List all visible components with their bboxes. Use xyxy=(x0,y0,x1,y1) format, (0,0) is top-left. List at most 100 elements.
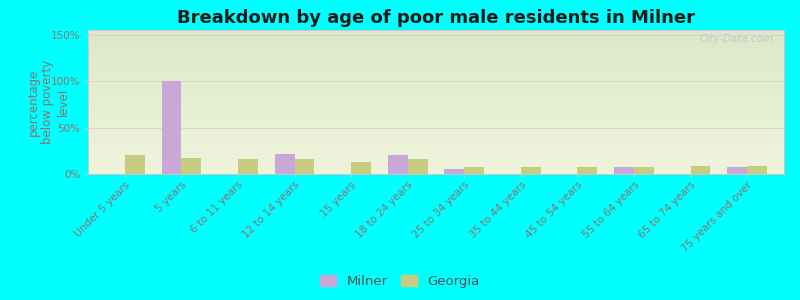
Bar xyxy=(88,100,784,102)
Bar xyxy=(274,154,294,174)
Bar xyxy=(88,72,784,73)
Bar xyxy=(88,171,784,172)
Bar xyxy=(88,47,784,49)
Bar xyxy=(88,119,784,121)
Title: Breakdown by age of poor male residents in Milner: Breakdown by age of poor male residents … xyxy=(177,9,695,27)
Bar xyxy=(238,159,258,174)
Bar xyxy=(88,79,784,80)
Bar xyxy=(88,132,784,134)
Bar xyxy=(88,92,784,93)
Bar xyxy=(88,32,784,33)
Bar xyxy=(88,63,784,64)
Bar xyxy=(88,128,784,129)
Bar xyxy=(88,69,784,70)
Bar xyxy=(464,167,484,174)
Bar xyxy=(88,113,784,115)
Bar xyxy=(690,166,710,174)
Bar xyxy=(88,34,784,36)
Bar xyxy=(521,167,541,174)
Bar xyxy=(88,73,784,75)
Bar xyxy=(88,95,784,96)
Bar xyxy=(88,59,784,60)
Bar xyxy=(88,127,784,128)
Bar xyxy=(88,167,784,168)
Bar xyxy=(88,98,784,99)
Bar xyxy=(88,86,784,88)
Bar xyxy=(88,39,784,40)
Bar xyxy=(88,125,784,127)
Bar xyxy=(388,155,408,174)
Bar xyxy=(88,170,784,171)
Bar xyxy=(88,53,784,55)
Bar xyxy=(88,99,784,100)
Bar xyxy=(88,122,784,124)
Bar xyxy=(614,167,634,174)
Bar xyxy=(727,167,747,174)
Bar xyxy=(88,91,784,92)
Bar xyxy=(88,129,784,131)
Bar xyxy=(88,136,784,138)
Bar xyxy=(747,166,767,174)
Bar xyxy=(88,30,784,31)
Bar xyxy=(88,83,784,85)
Bar xyxy=(88,134,784,135)
Bar xyxy=(88,149,784,151)
Bar xyxy=(88,145,784,147)
Legend: Milner, Georgia: Milner, Georgia xyxy=(315,270,485,293)
Bar xyxy=(88,80,784,82)
Bar xyxy=(88,66,784,68)
Bar xyxy=(294,159,314,174)
Bar xyxy=(88,154,784,155)
Bar xyxy=(88,148,784,149)
Text: City-Data.com: City-Data.com xyxy=(699,34,774,44)
Bar xyxy=(88,106,784,108)
Bar xyxy=(88,37,784,39)
Bar xyxy=(88,105,784,106)
Bar xyxy=(88,89,784,91)
Bar xyxy=(408,159,427,174)
Bar xyxy=(88,112,784,113)
Bar xyxy=(88,168,784,170)
Bar xyxy=(88,161,784,163)
Bar xyxy=(125,155,145,174)
Bar xyxy=(88,50,784,52)
Bar xyxy=(88,33,784,34)
Bar xyxy=(88,85,784,86)
Bar xyxy=(88,135,784,136)
Bar xyxy=(88,57,784,59)
Bar xyxy=(88,93,784,95)
Bar xyxy=(88,41,784,43)
Bar xyxy=(88,46,784,47)
Bar xyxy=(88,138,784,140)
Bar xyxy=(88,60,784,62)
Bar xyxy=(88,103,784,105)
Bar xyxy=(445,169,464,174)
Bar xyxy=(88,82,784,83)
Bar xyxy=(88,151,784,152)
Bar xyxy=(88,164,784,165)
Bar xyxy=(88,96,784,98)
Bar xyxy=(88,75,784,76)
Bar xyxy=(88,155,784,157)
Bar xyxy=(88,115,784,116)
Bar xyxy=(88,124,784,125)
Bar xyxy=(88,158,784,160)
Bar xyxy=(88,102,784,104)
Bar xyxy=(88,109,784,111)
Bar xyxy=(162,81,182,174)
Bar xyxy=(88,152,784,154)
Bar xyxy=(88,56,784,57)
Bar xyxy=(88,76,784,77)
Bar xyxy=(88,142,784,144)
Bar xyxy=(88,55,784,56)
Bar xyxy=(88,172,784,174)
Bar xyxy=(351,162,371,174)
Bar xyxy=(578,167,598,174)
Bar xyxy=(88,141,784,142)
Bar xyxy=(88,121,784,122)
Bar xyxy=(88,144,784,145)
Bar xyxy=(88,40,784,41)
Bar xyxy=(88,49,784,50)
Bar xyxy=(88,68,784,69)
Bar xyxy=(88,157,784,158)
